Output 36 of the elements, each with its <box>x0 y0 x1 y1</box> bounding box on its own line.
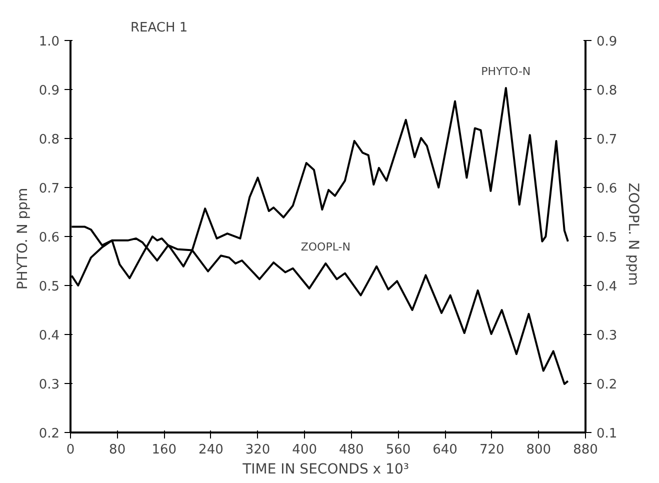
y2-tick-label: 0.9 <box>596 34 618 50</box>
y2-tick-label: 0.1 <box>596 426 618 442</box>
y-tick-label: 0.8 <box>38 132 60 148</box>
x-tick-label: 160 <box>152 442 177 458</box>
y2-axis-title: ZOOPL. N ppm <box>625 182 642 286</box>
y-tick-label: 1.0 <box>38 34 60 50</box>
x-tick-label: 880 <box>573 442 598 458</box>
y-tick-label: 0.4 <box>38 328 60 344</box>
x-tick-label: 240 <box>198 442 224 458</box>
x-tick-label: 640 <box>432 442 458 458</box>
y-tick-label: 0.5 <box>38 280 60 294</box>
y2-tick-label: 0.8 <box>596 84 618 98</box>
x-tick-label: 720 <box>479 442 504 458</box>
y-tick-label: 0.7 <box>38 182 60 196</box>
y2-tick-label: 0.6 <box>596 182 618 196</box>
y-tick-label: 0.9 <box>38 84 60 98</box>
x-tick-label: 560 <box>386 442 411 458</box>
y2-tick-label: 0.2 <box>596 378 618 392</box>
y-tick-label: 0.3 <box>38 378 60 392</box>
y2-tick-label: 0.4 <box>596 280 618 294</box>
y-tick-label: 0.2 <box>38 426 60 442</box>
y-axis-title: PHYTO. N ppm <box>14 188 31 290</box>
series-label: PHYTO-N <box>481 65 531 78</box>
chart-title: REACH 1 <box>130 20 188 36</box>
x-axis-title: TIME IN SECONDS x 10³ <box>242 462 409 478</box>
x-tick-label: 480 <box>339 442 364 458</box>
y2-tick-label: 0.5 <box>596 230 618 246</box>
series-label: ZOOPL-N <box>300 240 350 254</box>
y2-tick-label: 0.3 <box>596 328 618 344</box>
y2-tick-label: 0.7 <box>596 132 618 148</box>
x-tick-label: 800 <box>526 442 552 458</box>
x-tick-label: 320 <box>245 442 270 458</box>
x-tick-label: 400 <box>292 442 318 458</box>
x-tick-label: 80 <box>109 442 126 458</box>
x-tick-label: 0 <box>66 442 75 458</box>
y-tick-label: 0.6 <box>38 230 60 246</box>
